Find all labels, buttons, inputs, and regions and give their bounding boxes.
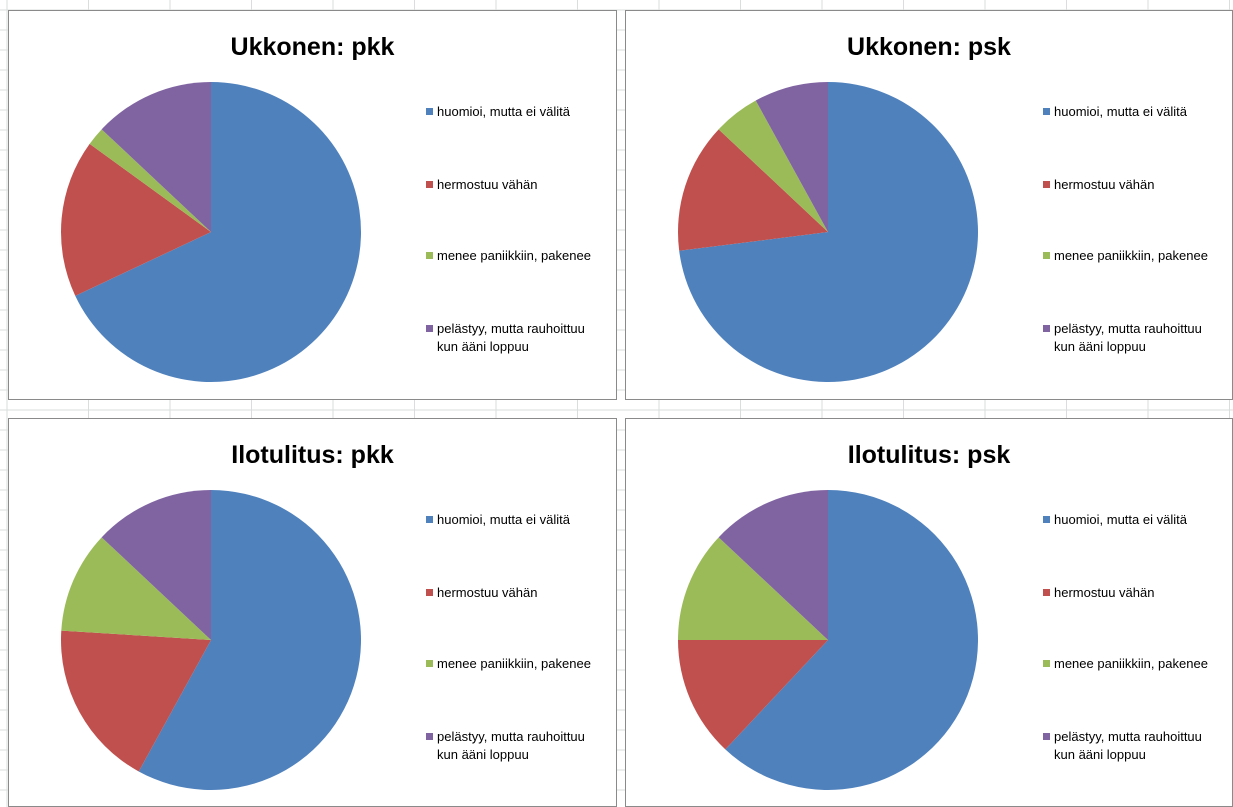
pie-area [60, 490, 361, 790]
legend-swatch [426, 660, 433, 667]
legend-entry: huomioi, mutta ei välitä [1043, 103, 1224, 121]
legend-entry: pelästyy, mutta rauhoittuu kun ääni lopp… [1043, 728, 1224, 764]
legend-label: huomioi, mutta ei välitä [1054, 512, 1187, 527]
legend-entry: huomioi, mutta ei välitä [1043, 511, 1224, 529]
legend-label: huomioi, mutta ei välitä [437, 512, 570, 527]
legend-entry: hermostuu vähän [1043, 176, 1224, 194]
legend-swatch [1043, 325, 1050, 332]
legend-entry: huomioi, mutta ei välitä [426, 103, 607, 121]
legend-label: hermostuu vähän [437, 585, 538, 600]
legend-label: menee paniikkiin, pakenee [1054, 656, 1208, 671]
legend-entry: pelästyy, mutta rauhoittuu kun ääni lopp… [426, 320, 607, 356]
chart-title: Ukkonen: psk [847, 33, 1011, 61]
pie-slice [678, 537, 828, 640]
legend-entry: pelästyy, mutta rauhoittuu kun ääni lopp… [1043, 320, 1224, 356]
legend-label: menee paniikkiin, pakenee [1054, 248, 1208, 263]
chart-title: Ukkonen: pkk [230, 33, 395, 61]
legend-entry: menee paniikkiin, pakenee [426, 247, 607, 265]
legend-entry: menee paniikkiin, pakenee [426, 655, 607, 673]
legend-label: hermostuu vähän [1054, 585, 1155, 600]
legend-label: menee paniikkiin, pakenee [437, 248, 591, 263]
legend-swatch [426, 181, 433, 188]
legend-entry: hermostuu vähän [426, 176, 607, 194]
legend-swatch [426, 325, 433, 332]
pie-slice [60, 630, 211, 772]
pie-slice [755, 82, 828, 232]
chart-panel: Ilotulitus: psk huomioi, mutta ei välitä h… [625, 418, 1233, 807]
legend-entry: menee paniikkiin, pakenee [1043, 655, 1224, 673]
pie-slice [75, 82, 361, 382]
pie-slice [725, 490, 978, 790]
legend-label: pelästyy, mutta rauhoittuu kun ääni lopp… [1054, 321, 1202, 354]
chart-title: Ilotulitus: psk [847, 441, 1011, 469]
legend-swatch [1043, 660, 1050, 667]
legend-label: pelästyy, mutta rauhoittuu kun ääni lopp… [1054, 729, 1202, 762]
legend-entry: hermostuu vähän [426, 584, 607, 602]
legend-label: hermostuu vähän [437, 177, 538, 192]
legend-swatch [1043, 108, 1050, 115]
legend-swatch [426, 733, 433, 740]
chart-title: Ilotulitus: pkk [231, 441, 394, 469]
legend-label: pelästyy, mutta rauhoittuu kun ääni lopp… [437, 321, 585, 354]
legend-entry: pelästyy, mutta rauhoittuu kun ääni lopp… [426, 728, 607, 764]
legend-label: huomioi, mutta ei välitä [437, 104, 570, 119]
legend-label: menee paniikkiin, pakenee [437, 656, 591, 671]
legend-swatch [426, 108, 433, 115]
legend-label: pelästyy, mutta rauhoittuu kun ääni lopp… [437, 729, 585, 762]
pie-area [678, 82, 978, 382]
pie-slice [89, 129, 211, 232]
pie-slice [101, 82, 211, 232]
pie-slice [718, 100, 828, 232]
pie-slice [678, 129, 828, 251]
legend-swatch [1043, 589, 1050, 596]
pie-slice [61, 537, 211, 640]
legend-label: hermostuu vähän [1054, 177, 1155, 192]
pie-slice [718, 490, 828, 640]
pie-slice [679, 82, 978, 382]
legend-swatch [1043, 516, 1050, 523]
chart-panel: Ukkonen: pkk huomioi, mutta ei välitä herm… [8, 10, 617, 400]
legend-entry: hermostuu vähän [1043, 584, 1224, 602]
legend-swatch [1043, 252, 1050, 259]
legend-swatch [1043, 181, 1050, 188]
legend-label: huomioi, mutta ei välitä [1054, 104, 1187, 119]
chart-panel: Ukkonen: psk huomioi, mutta ei välitä herm… [625, 10, 1233, 400]
pie-slice [138, 490, 361, 790]
pie-slice [61, 143, 211, 296]
pie-area [61, 82, 361, 382]
pie-area [678, 490, 978, 790]
legend-swatch [426, 252, 433, 259]
pie-slice [678, 640, 828, 750]
legend-entry: menee paniikkiin, pakenee [1043, 247, 1224, 265]
legend-swatch [1043, 733, 1050, 740]
pie-slice [101, 490, 211, 640]
legend-entry: huomioi, mutta ei välitä [426, 511, 607, 529]
chart-panel: Ilotulitus: pkk huomioi, mutta ei välitä h… [8, 418, 617, 807]
legend-swatch [426, 516, 433, 523]
legend-swatch [426, 589, 433, 596]
